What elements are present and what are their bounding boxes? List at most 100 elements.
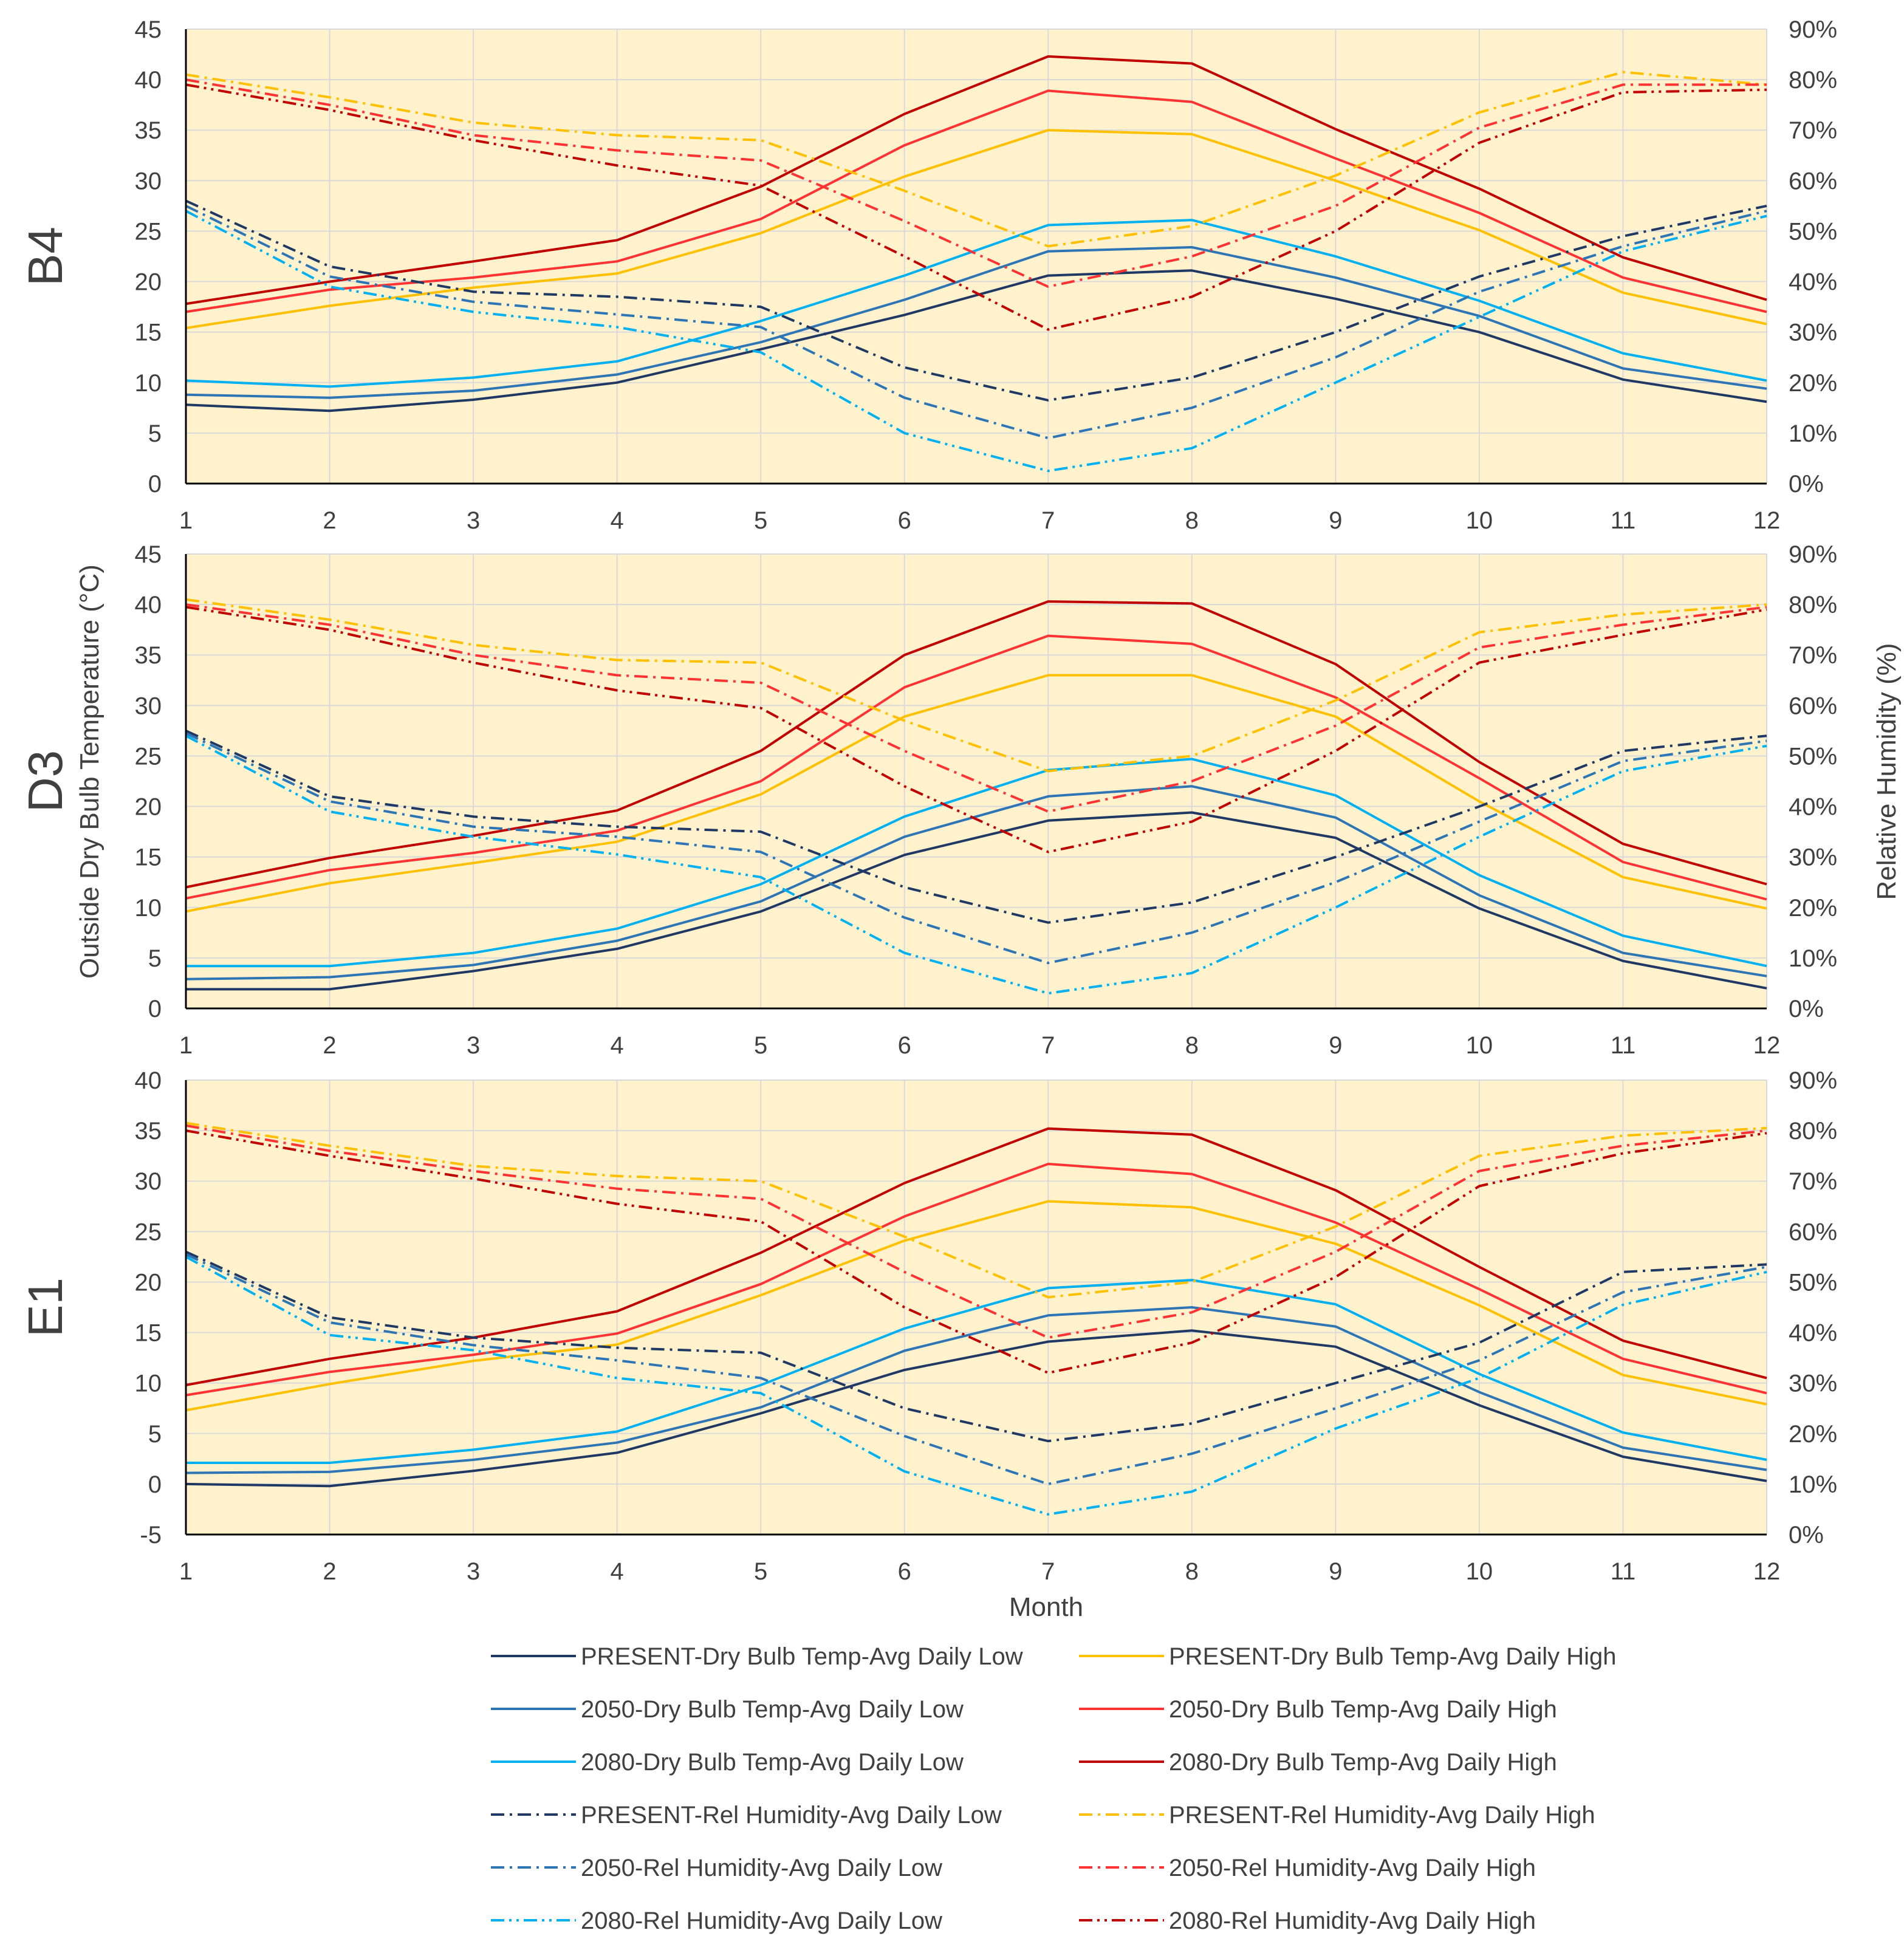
left-tick-label: 20 <box>135 269 162 296</box>
legend-label: 2080-Rel Humidity-Avg Daily High <box>1169 1908 1536 1934</box>
legend-entry: 2050-Dry Bulb Temp-Avg Daily High <box>1079 1696 1557 1723</box>
series-line-present-rh-high <box>185 70 1767 248</box>
legend-entry: 2080-Rel Humidity-Avg Daily High <box>1079 1908 1536 1934</box>
series-line-present-temp-low <box>185 1329 1767 1488</box>
right-tick-label: 50% <box>1789 743 1837 770</box>
left-tick-label: 35 <box>135 117 162 144</box>
series-line-present-rh-low <box>185 730 1767 924</box>
x-tick-label: 9 <box>1329 1558 1342 1585</box>
x-tick-label: 2 <box>323 1032 336 1059</box>
series-line-present-temp-low <box>185 269 1767 412</box>
legend-label: 2080-Dry Bulb Temp-Avg Daily High <box>1169 1749 1557 1776</box>
x-tick-label: 10 <box>1466 1032 1493 1059</box>
x-tick-label: 3 <box>467 1558 480 1585</box>
x-tick-label: 1 <box>179 1032 193 1059</box>
left-tick-label: 45 <box>135 16 162 43</box>
legend-label: 2050-Rel Humidity-Avg Daily High <box>1169 1855 1536 1881</box>
series-line-y2080-temp-high <box>185 600 1767 889</box>
right-tick-label: 20% <box>1789 370 1837 397</box>
right-tick-label: 40% <box>1789 269 1837 296</box>
x-tick-label: 8 <box>1185 507 1199 534</box>
x-tick-label: 9 <box>1329 1032 1342 1059</box>
left-tick-label: 10 <box>135 370 162 397</box>
left-tick-label: 40 <box>135 1067 162 1094</box>
right-tick-label: 20% <box>1789 1421 1837 1448</box>
x-tick-label: 11 <box>1611 507 1636 534</box>
right-tick-label: 30% <box>1789 844 1837 871</box>
right-tick-label: 60% <box>1789 693 1837 719</box>
legend-entry: 2050-Rel Humidity-Avg Daily Low <box>491 1855 942 1881</box>
legend-entry: 2080-Rel Humidity-Avg Daily Low <box>491 1908 942 1934</box>
x-tick-label: 5 <box>754 507 767 534</box>
left-tick-label: 30 <box>135 1168 162 1195</box>
series-line-y2050-rh-high <box>185 78 1767 288</box>
legend-entry: PRESENT-Dry Bulb Temp-Avg Daily Low <box>491 1643 1023 1670</box>
right-tick-label: 0% <box>1789 1522 1824 1548</box>
legend: PRESENT-Dry Bulb Temp-Avg Daily Low PRESE… <box>491 1643 1617 1934</box>
series-line-y2080-temp-low <box>186 758 1767 968</box>
left-tick-label: 15 <box>135 844 162 871</box>
left-tick-label: 0 <box>148 996 162 1022</box>
x-tick-label: 9 <box>1329 507 1342 534</box>
series-line-y2050-temp-high <box>185 1163 1767 1397</box>
right-tick-label: 70% <box>1789 117 1837 144</box>
panel-e1: -505101520253035400%10%20%30%40%50%60%70… <box>18 1067 1837 1585</box>
left-tick-label: 10 <box>135 895 162 922</box>
left-tick-label: 5 <box>148 945 162 972</box>
series-line-present-rh-high <box>185 598 1767 773</box>
x-tick-label: 11 <box>1611 1032 1636 1059</box>
x-tick-label: 5 <box>754 1032 767 1059</box>
left-tick-label: 25 <box>135 743 162 770</box>
left-tick-label: 0 <box>148 1471 162 1498</box>
x-tick-label: 8 <box>1185 1032 1199 1059</box>
legend-label: 2050-Dry Bulb Temp-Avg Daily Low <box>581 1696 964 1723</box>
left-tick-label: 20 <box>135 1269 162 1296</box>
series-line-y2050-rh-low <box>185 205 1767 440</box>
right-tick-label: 30% <box>1789 320 1837 346</box>
series-line-y2050-temp-low <box>185 246 1767 399</box>
left-tick-label: 25 <box>135 218 162 245</box>
x-axis-title: Month <box>1009 1592 1083 1622</box>
legend-label: 2050-Rel Humidity-Avg Daily Low <box>581 1855 942 1881</box>
left-tick-label: 45 <box>135 541 162 568</box>
legend-label: 2080-Rel Humidity-Avg Daily Low <box>581 1908 942 1934</box>
right-tick-label: 50% <box>1789 218 1837 245</box>
x-tick-label: 3 <box>467 1032 480 1059</box>
series-line-present-rh-high <box>185 1121 1767 1299</box>
x-tick-label: 4 <box>611 1558 624 1585</box>
left-tick-label: -5 <box>140 1522 162 1548</box>
panel-d3: 0510152025303540450%10%20%30%40%50%60%70… <box>18 541 1837 1059</box>
panels-layer: 0510152025303540450%10%20%30%40%50%60%70… <box>18 16 1837 1585</box>
x-tick-label: 2 <box>323 1558 336 1585</box>
x-tick-label: 12 <box>1753 507 1781 534</box>
legend-label: PRESENT-Rel Humidity-Avg Daily Low <box>581 1802 1002 1829</box>
series-line-y2050-rh-low <box>185 1253 1767 1485</box>
left-tick-label: 30 <box>135 693 162 719</box>
right-tick-label: 10% <box>1789 420 1837 447</box>
series-line-y2080-rh-high <box>185 606 1767 854</box>
left-tick-label: 25 <box>135 1219 162 1245</box>
legend-entry: PRESENT-Rel Humidity-Avg Daily Low <box>491 1802 1002 1829</box>
x-tick-label: 11 <box>1611 1558 1636 1585</box>
right-tick-label: 0% <box>1789 471 1824 498</box>
legend-entry: 2050-Rel Humidity-Avg Daily High <box>1079 1855 1536 1881</box>
series-line-y2080-temp-low <box>186 1279 1767 1464</box>
x-tick-label: 10 <box>1466 1558 1493 1585</box>
x-tick-label: 6 <box>898 507 911 534</box>
left-tick-label: 40 <box>135 592 162 618</box>
left-tick-label: 15 <box>135 1320 162 1347</box>
panel-label: E1 <box>18 1278 72 1337</box>
x-tick-label: 8 <box>1185 1558 1199 1585</box>
right-tick-label: 80% <box>1789 592 1837 618</box>
panel-label: D3 <box>18 750 72 812</box>
series-line-y2050-temp-low <box>185 785 1767 980</box>
right-tick-label: 0% <box>1789 996 1824 1022</box>
left-axis-title: Outside Dry Bulb Temperature (°C) <box>75 564 104 979</box>
right-tick-label: 60% <box>1789 1219 1837 1245</box>
right-tick-label: 70% <box>1789 1168 1837 1195</box>
series-line-y2080-temp-low <box>185 219 1767 388</box>
series-line-y2050-temp-high <box>185 634 1767 901</box>
left-tick-label: 0 <box>148 471 162 498</box>
left-tick-label: 35 <box>135 642 162 669</box>
